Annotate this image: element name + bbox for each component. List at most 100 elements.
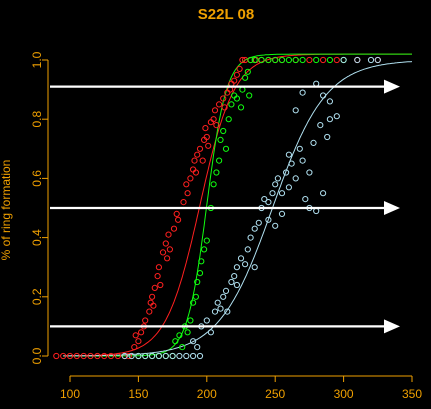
fit-curves xyxy=(63,53,413,357)
x-tick-label: 300 xyxy=(334,387,354,401)
data-point xyxy=(258,56,265,64)
data-point xyxy=(149,352,156,360)
data-point xyxy=(176,332,183,339)
data-point xyxy=(251,225,258,232)
data-point xyxy=(326,56,333,64)
data-point xyxy=(172,338,179,345)
data-point xyxy=(283,169,290,176)
data-point xyxy=(157,281,164,289)
data-point xyxy=(131,344,138,351)
data-point xyxy=(184,329,191,336)
y-tick-label: 0.2 xyxy=(30,288,44,305)
data-point xyxy=(302,196,309,203)
data-point xyxy=(261,196,268,203)
data-point xyxy=(138,329,145,336)
data-point xyxy=(203,133,210,141)
data-point xyxy=(306,56,313,64)
data-point xyxy=(242,74,249,81)
data-point xyxy=(221,104,228,111)
y-tick-label: 1.0 xyxy=(30,51,44,68)
data-point xyxy=(132,332,139,339)
data-point xyxy=(162,240,169,247)
x-tick-label: 100 xyxy=(60,387,80,401)
y-tick-label: 0.8 xyxy=(30,111,44,128)
data-point xyxy=(196,145,204,152)
data-point xyxy=(114,352,122,360)
data-point xyxy=(217,136,224,143)
data-point xyxy=(205,142,212,149)
arrow-head xyxy=(384,201,400,215)
data-point xyxy=(194,278,201,286)
data-point xyxy=(220,293,227,300)
data-point xyxy=(203,237,210,244)
data-point xyxy=(194,344,201,351)
data-point xyxy=(251,264,258,271)
data-point xyxy=(142,352,149,360)
data-point xyxy=(203,317,210,324)
data-point xyxy=(236,65,243,73)
y-tick-label: 0.0 xyxy=(30,347,44,364)
data-point xyxy=(265,199,272,206)
data-point xyxy=(196,352,204,360)
data-point xyxy=(135,352,142,360)
data-point xyxy=(175,216,182,223)
data-point xyxy=(292,56,299,64)
data-point xyxy=(224,308,231,315)
data-point xyxy=(87,352,94,360)
data-point xyxy=(272,222,279,229)
data-point xyxy=(285,56,292,64)
data-point xyxy=(183,181,190,188)
data-point xyxy=(213,169,220,176)
x-tick-label: 150 xyxy=(128,387,148,401)
x-tick-label: 200 xyxy=(197,387,217,401)
data-point xyxy=(192,169,199,176)
data-point xyxy=(211,107,219,114)
data-point xyxy=(170,225,178,232)
data-point xyxy=(220,127,227,135)
data-point xyxy=(242,261,249,268)
data-point xyxy=(333,113,340,120)
threshold-arrows xyxy=(50,79,400,334)
data-point xyxy=(214,299,221,306)
data-point xyxy=(313,80,320,87)
fit-curve xyxy=(63,53,412,357)
data-point xyxy=(233,71,240,78)
data-point xyxy=(121,352,128,360)
y-tick-label: 0.4 xyxy=(30,229,44,246)
data-point xyxy=(155,352,162,360)
data-point xyxy=(228,101,235,108)
data-point xyxy=(154,273,161,280)
data-point xyxy=(320,92,327,99)
arrow-head xyxy=(384,319,400,334)
data-point xyxy=(125,352,132,360)
data-point xyxy=(210,181,217,188)
data-point xyxy=(237,104,245,111)
x-tick-label: 350 xyxy=(402,387,422,401)
data-point xyxy=(326,116,333,123)
data-point xyxy=(128,352,135,360)
data-point xyxy=(244,246,251,253)
data-point xyxy=(247,56,254,64)
data-point xyxy=(142,317,149,324)
data-point xyxy=(326,98,333,105)
data-point xyxy=(233,281,240,289)
data-point xyxy=(313,207,320,215)
data-point xyxy=(265,56,272,64)
data-point xyxy=(231,273,238,280)
data-point xyxy=(202,125,209,132)
data-point xyxy=(255,219,262,226)
data-point xyxy=(180,199,187,206)
data-point xyxy=(166,246,173,253)
chart-title: S22L 08 xyxy=(198,6,254,23)
data-point xyxy=(265,216,272,223)
data-point xyxy=(278,56,286,64)
data-point xyxy=(310,139,317,146)
data-point xyxy=(190,352,197,360)
data-point xyxy=(183,352,190,360)
data-point xyxy=(216,101,223,108)
data-point xyxy=(239,56,246,64)
fit-curve xyxy=(63,53,412,357)
data-point xyxy=(169,352,176,360)
data-point xyxy=(306,169,313,176)
